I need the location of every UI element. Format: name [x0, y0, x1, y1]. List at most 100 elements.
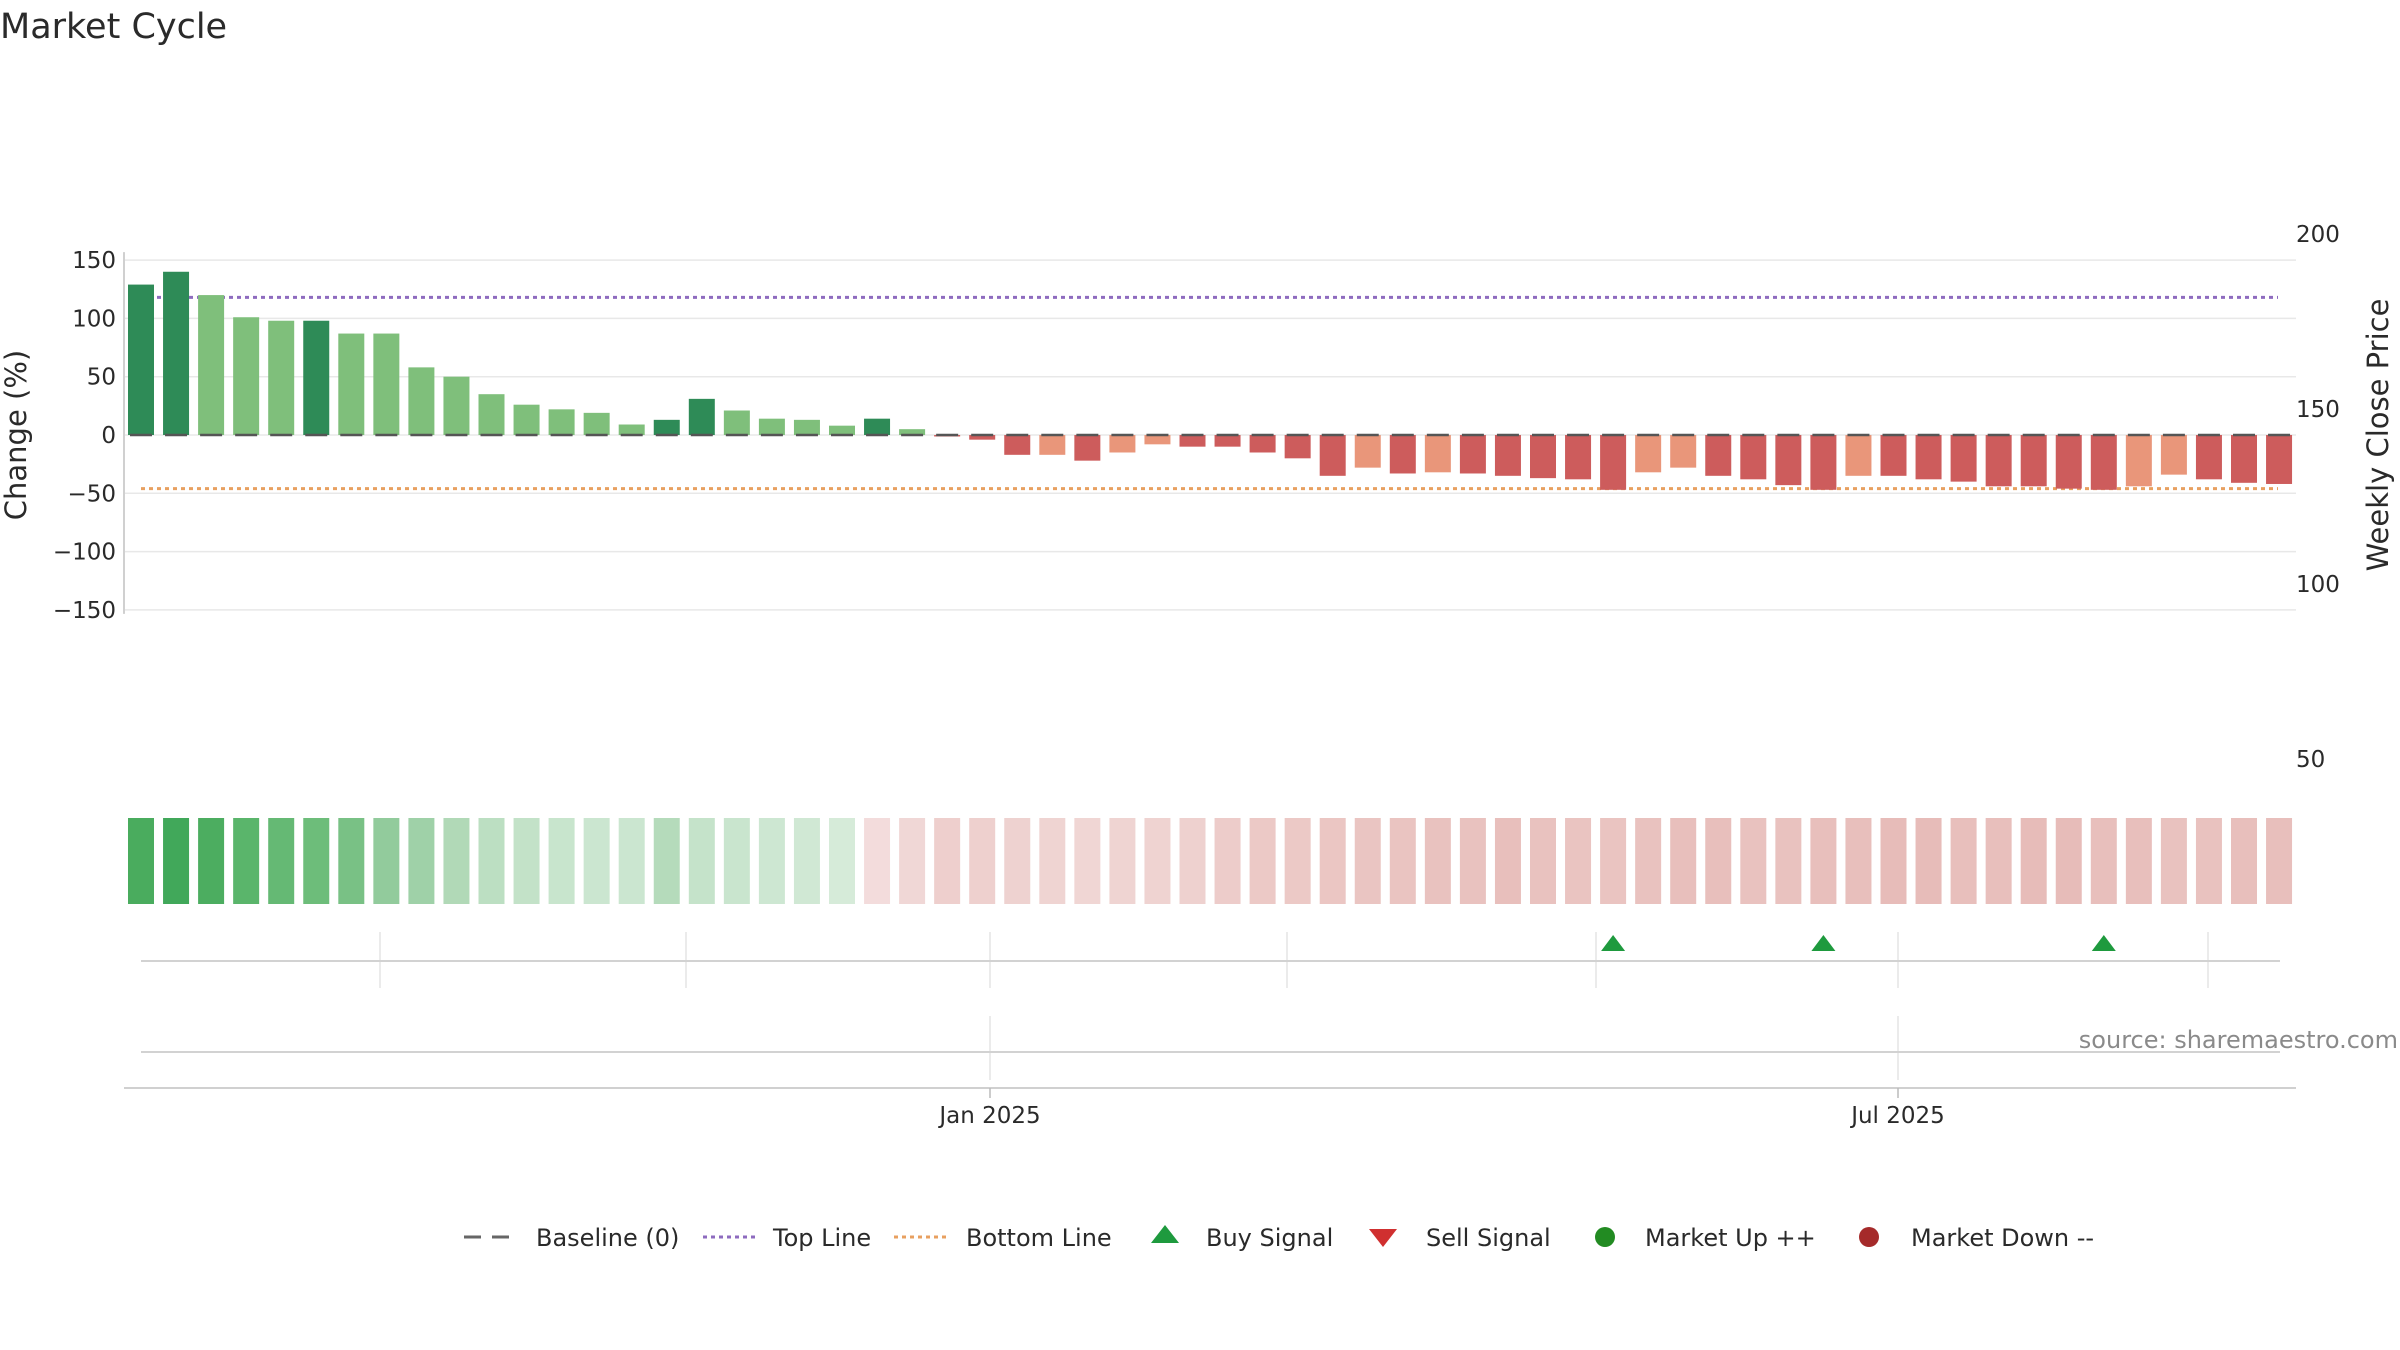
heat-cell	[1530, 818, 1556, 904]
heat-cell	[1109, 818, 1136, 904]
heat-cell	[1459, 818, 1486, 904]
heat-cell	[1249, 818, 1276, 904]
change-bar	[1249, 435, 1276, 453]
heat-cell	[128, 818, 154, 904]
cycle-heat-strip	[128, 818, 2293, 904]
change-bar	[303, 320, 330, 435]
legend-label: Top Line	[772, 1224, 871, 1252]
left-y-tick-label: −100	[53, 540, 116, 566]
heat-cell	[1144, 818, 1171, 904]
dot-shape	[1595, 1227, 1615, 1247]
up-triangle-icon	[1151, 1225, 1179, 1243]
heat-cell	[2090, 818, 2117, 904]
change-bar	[2195, 435, 2222, 480]
change-bar	[2160, 435, 2187, 475]
change-bar	[583, 412, 610, 435]
down-triangle-icon	[1369, 1229, 1397, 1247]
change-bar	[1459, 435, 1486, 474]
heat-cell	[1775, 818, 1802, 904]
legend-item: Bottom Line	[894, 1224, 1112, 1252]
change-bar	[1074, 435, 1101, 461]
change-bar	[1319, 435, 1346, 476]
heat-cell	[934, 818, 961, 904]
heat-cell	[198, 818, 225, 904]
heat-cell	[1915, 818, 1942, 904]
heat-cell	[1214, 818, 1241, 904]
legend-item: Sell Signal	[1369, 1224, 1551, 1252]
heat-cell	[864, 818, 891, 904]
change-bar	[1810, 435, 1837, 490]
dot-shape	[1859, 1227, 1879, 1247]
change-bar	[443, 376, 470, 435]
heat-cell	[1039, 818, 1066, 904]
change-bar	[864, 418, 891, 435]
change-bar	[2125, 435, 2152, 487]
legend-label: Buy Signal	[1206, 1224, 1333, 1252]
heat-cell	[2195, 818, 2222, 904]
heat-cell	[583, 818, 610, 904]
chart-title: Market Cycle	[0, 7, 227, 47]
legend-item: Market Up ++	[1595, 1224, 1816, 1252]
heat-cell	[1494, 818, 1521, 904]
change-bar	[128, 284, 154, 435]
buy-signal-marker	[1601, 935, 1626, 951]
change-bar	[829, 425, 855, 435]
change-bar	[338, 333, 365, 435]
change-bar	[408, 367, 435, 435]
change-bar	[1600, 435, 1627, 490]
change-bar	[1915, 435, 1942, 480]
x-tick-label: Jul 2025	[1849, 1103, 1945, 1129]
green-dot-icon	[1595, 1227, 1615, 1247]
heat-cell	[163, 818, 190, 904]
change-bar	[1109, 435, 1136, 453]
right-y-tick-label: 50	[2296, 747, 2325, 773]
change-bar	[653, 419, 680, 435]
change-bar	[1950, 435, 1977, 482]
change-bar	[1389, 435, 1416, 474]
signal-panel	[141, 932, 2280, 988]
heat-cell	[1389, 818, 1416, 904]
right-y-axis: 200 150 100 50	[2296, 222, 2340, 773]
left-y-tick-label: 0	[101, 423, 116, 449]
heat-cell	[2125, 818, 2152, 904]
change-bar	[1354, 435, 1381, 468]
change-bar	[723, 410, 750, 435]
triangle-shape	[1151, 1225, 1179, 1243]
heat-cell	[1740, 818, 1767, 904]
change-bar	[1565, 435, 1592, 480]
change-bar	[1705, 435, 1732, 476]
change-bar	[478, 394, 505, 435]
change-bar	[1880, 435, 1907, 476]
heat-cell	[1565, 818, 1592, 904]
heat-cell	[793, 818, 820, 904]
change-bar	[163, 271, 190, 435]
change-bar	[198, 295, 225, 435]
change-bar	[548, 409, 575, 435]
market-panel	[141, 1016, 2280, 1080]
heat-cell	[408, 818, 435, 904]
legend-label: Market Up ++	[1645, 1224, 1816, 1252]
heat-cell	[2266, 818, 2293, 904]
heat-cell	[478, 818, 505, 904]
change-bar	[793, 419, 820, 435]
change-bar	[2090, 435, 2117, 490]
heat-cell	[1354, 818, 1381, 904]
legend: Baseline (0) Top Line Bottom Line Buy Signa…	[464, 1224, 2094, 1252]
right-y-axis-title: Weekly Close Price	[2361, 299, 2395, 572]
change-bar	[1985, 435, 2012, 487]
change-bar	[1775, 435, 1802, 486]
heat-cell	[969, 818, 996, 904]
heat-cell	[373, 818, 400, 904]
right-y-tick-label: 200	[2296, 222, 2340, 248]
heat-cell	[1985, 818, 2012, 904]
buy-signal-marker	[1811, 935, 1836, 951]
buy-signal-marker	[2091, 935, 2116, 951]
change-bar	[2266, 435, 2293, 484]
heat-cell	[303, 818, 330, 904]
heat-cell	[829, 818, 855, 904]
heat-cell	[723, 818, 750, 904]
change-bar	[1670, 435, 1697, 468]
heat-cell	[1880, 818, 1907, 904]
heat-cell	[1635, 818, 1662, 904]
